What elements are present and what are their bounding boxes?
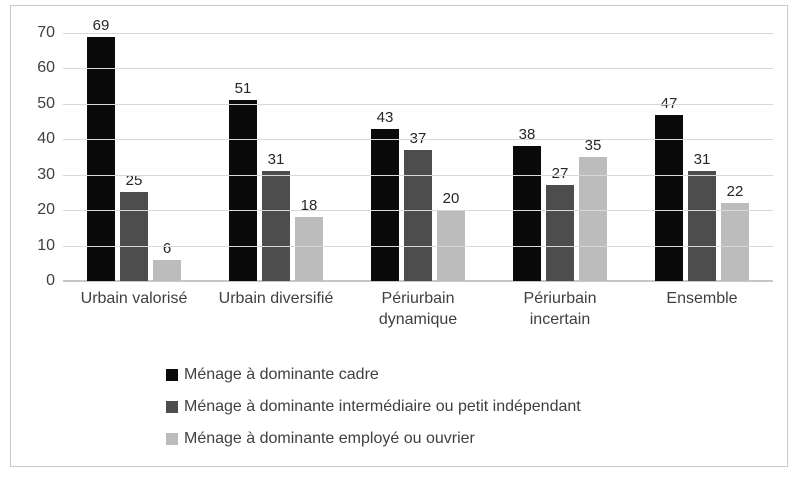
bar — [120, 192, 148, 281]
bar-column: 27 — [546, 165, 574, 281]
y-tick-label: 60 — [37, 59, 55, 77]
category-label-text: Ensemble — [666, 290, 738, 307]
category-label-text: Urbain valorisé — [80, 290, 188, 307]
gridline-50 — [63, 103, 773, 105]
legend-item: Ménage à dominante intermédiaire ou peti… — [166, 398, 581, 416]
data-label: 18 — [300, 197, 318, 215]
legend-swatch-icon — [166, 433, 178, 445]
bar-column: 35 — [579, 137, 607, 281]
gridline-10 — [63, 245, 773, 247]
legend-item: Ménage à dominante cadre — [166, 366, 581, 384]
bar-column: 51 — [229, 80, 257, 281]
chart-frame: 69 25 6 51 31 18 43 37 20 38 27 35 47 31 22 0 10 20 30 40 5… — [10, 5, 788, 467]
category-label: Urbain diversifié — [205, 288, 347, 330]
bar-column: 31 — [262, 151, 290, 281]
y-tick-label: 30 — [37, 165, 55, 183]
category-label: Périurbain incertain — [489, 288, 631, 330]
bar — [579, 157, 607, 281]
bar — [688, 171, 716, 281]
legend-item: Ménage à dominante employé ou ouvrier — [166, 430, 581, 448]
bar-column: 69 — [87, 17, 115, 281]
category-label-text: Périurbain dynamique — [378, 290, 458, 328]
y-tick-label: 70 — [37, 24, 55, 41]
bar — [153, 259, 181, 281]
x-axis-labels: Urbain valorisé Urbain diversifié Périurba… — [63, 288, 773, 330]
y-tick-label: 20 — [37, 201, 55, 219]
bar — [295, 217, 323, 281]
bar-group: 51 31 18 — [205, 33, 347, 281]
gridline-40 — [63, 139, 773, 141]
bar — [87, 36, 115, 281]
data-label: 20 — [442, 190, 460, 208]
data-label: 25 — [125, 172, 143, 190]
bar-column: 22 — [721, 183, 749, 281]
bar-group: 38 27 35 — [489, 33, 631, 281]
bar-group: 69 25 6 — [63, 17, 205, 281]
data-label: 31 — [267, 151, 285, 169]
y-tick-label: 40 — [37, 130, 55, 148]
bar-column: 18 — [295, 197, 323, 281]
bar-column: 47 — [655, 94, 683, 281]
y-tick-label: 0 — [46, 272, 55, 289]
x-axis-line — [63, 280, 773, 282]
legend-label: Ménage à dominante intermédiaire ou peti… — [184, 398, 581, 415]
bar — [546, 185, 574, 281]
plot-area: 69 25 6 51 31 18 43 37 20 38 27 35 47 31 22 — [63, 17, 773, 282]
data-label: 38 — [518, 126, 536, 144]
bar-column: 25 — [120, 172, 148, 281]
data-label: 51 — [234, 80, 252, 98]
data-label: 69 — [92, 16, 110, 34]
legend-label: Ménage à dominante employé ou ouvrier — [184, 430, 475, 447]
bar-group: 43 37 20 — [347, 33, 489, 281]
bar-column: 37 — [404, 130, 432, 281]
bar-column: 31 — [688, 151, 716, 281]
category-label-text: Périurbain incertain — [523, 290, 597, 328]
category-label: Urbain valorisé — [63, 288, 205, 330]
data-label: 43 — [376, 108, 394, 126]
legend-label: Ménage à dominante cadre — [184, 366, 379, 383]
data-label: 27 — [551, 165, 569, 183]
bar — [655, 114, 683, 281]
legend-swatch-icon — [166, 401, 178, 413]
legend: Ménage à dominante cadre Ménage à dominan… — [166, 366, 581, 448]
data-label: 6 — [162, 239, 172, 257]
bar-group: 47 31 22 — [631, 33, 773, 281]
gridline-60 — [63, 68, 773, 70]
bar — [371, 128, 399, 281]
data-label: 37 — [409, 129, 427, 147]
y-tick-label: 10 — [37, 236, 55, 254]
bar-column: 38 — [513, 126, 541, 281]
gridline-20 — [63, 210, 773, 212]
bar — [721, 203, 749, 281]
bar-groups: 69 25 6 51 31 18 43 37 20 38 27 35 47 31 22 — [63, 17, 773, 281]
y-tick-label: 50 — [37, 94, 55, 112]
category-label: Périurbain dynamique — [347, 288, 489, 330]
gridline-70 — [63, 33, 773, 34]
bar — [404, 149, 432, 281]
bar-column: 6 — [153, 240, 181, 281]
data-label: 31 — [693, 151, 711, 169]
bar — [513, 146, 541, 281]
bar — [229, 100, 257, 281]
category-label: Ensemble — [631, 288, 773, 330]
bar-column: 43 — [371, 109, 399, 281]
bar-column: 20 — [437, 190, 465, 281]
legend-swatch-icon — [166, 369, 178, 381]
category-label-text: Urbain diversifié — [218, 290, 334, 307]
bar — [262, 171, 290, 281]
gridline-30 — [63, 174, 773, 176]
data-label: 47 — [660, 94, 678, 112]
data-label: 22 — [726, 183, 744, 201]
data-label: 35 — [584, 137, 602, 154]
